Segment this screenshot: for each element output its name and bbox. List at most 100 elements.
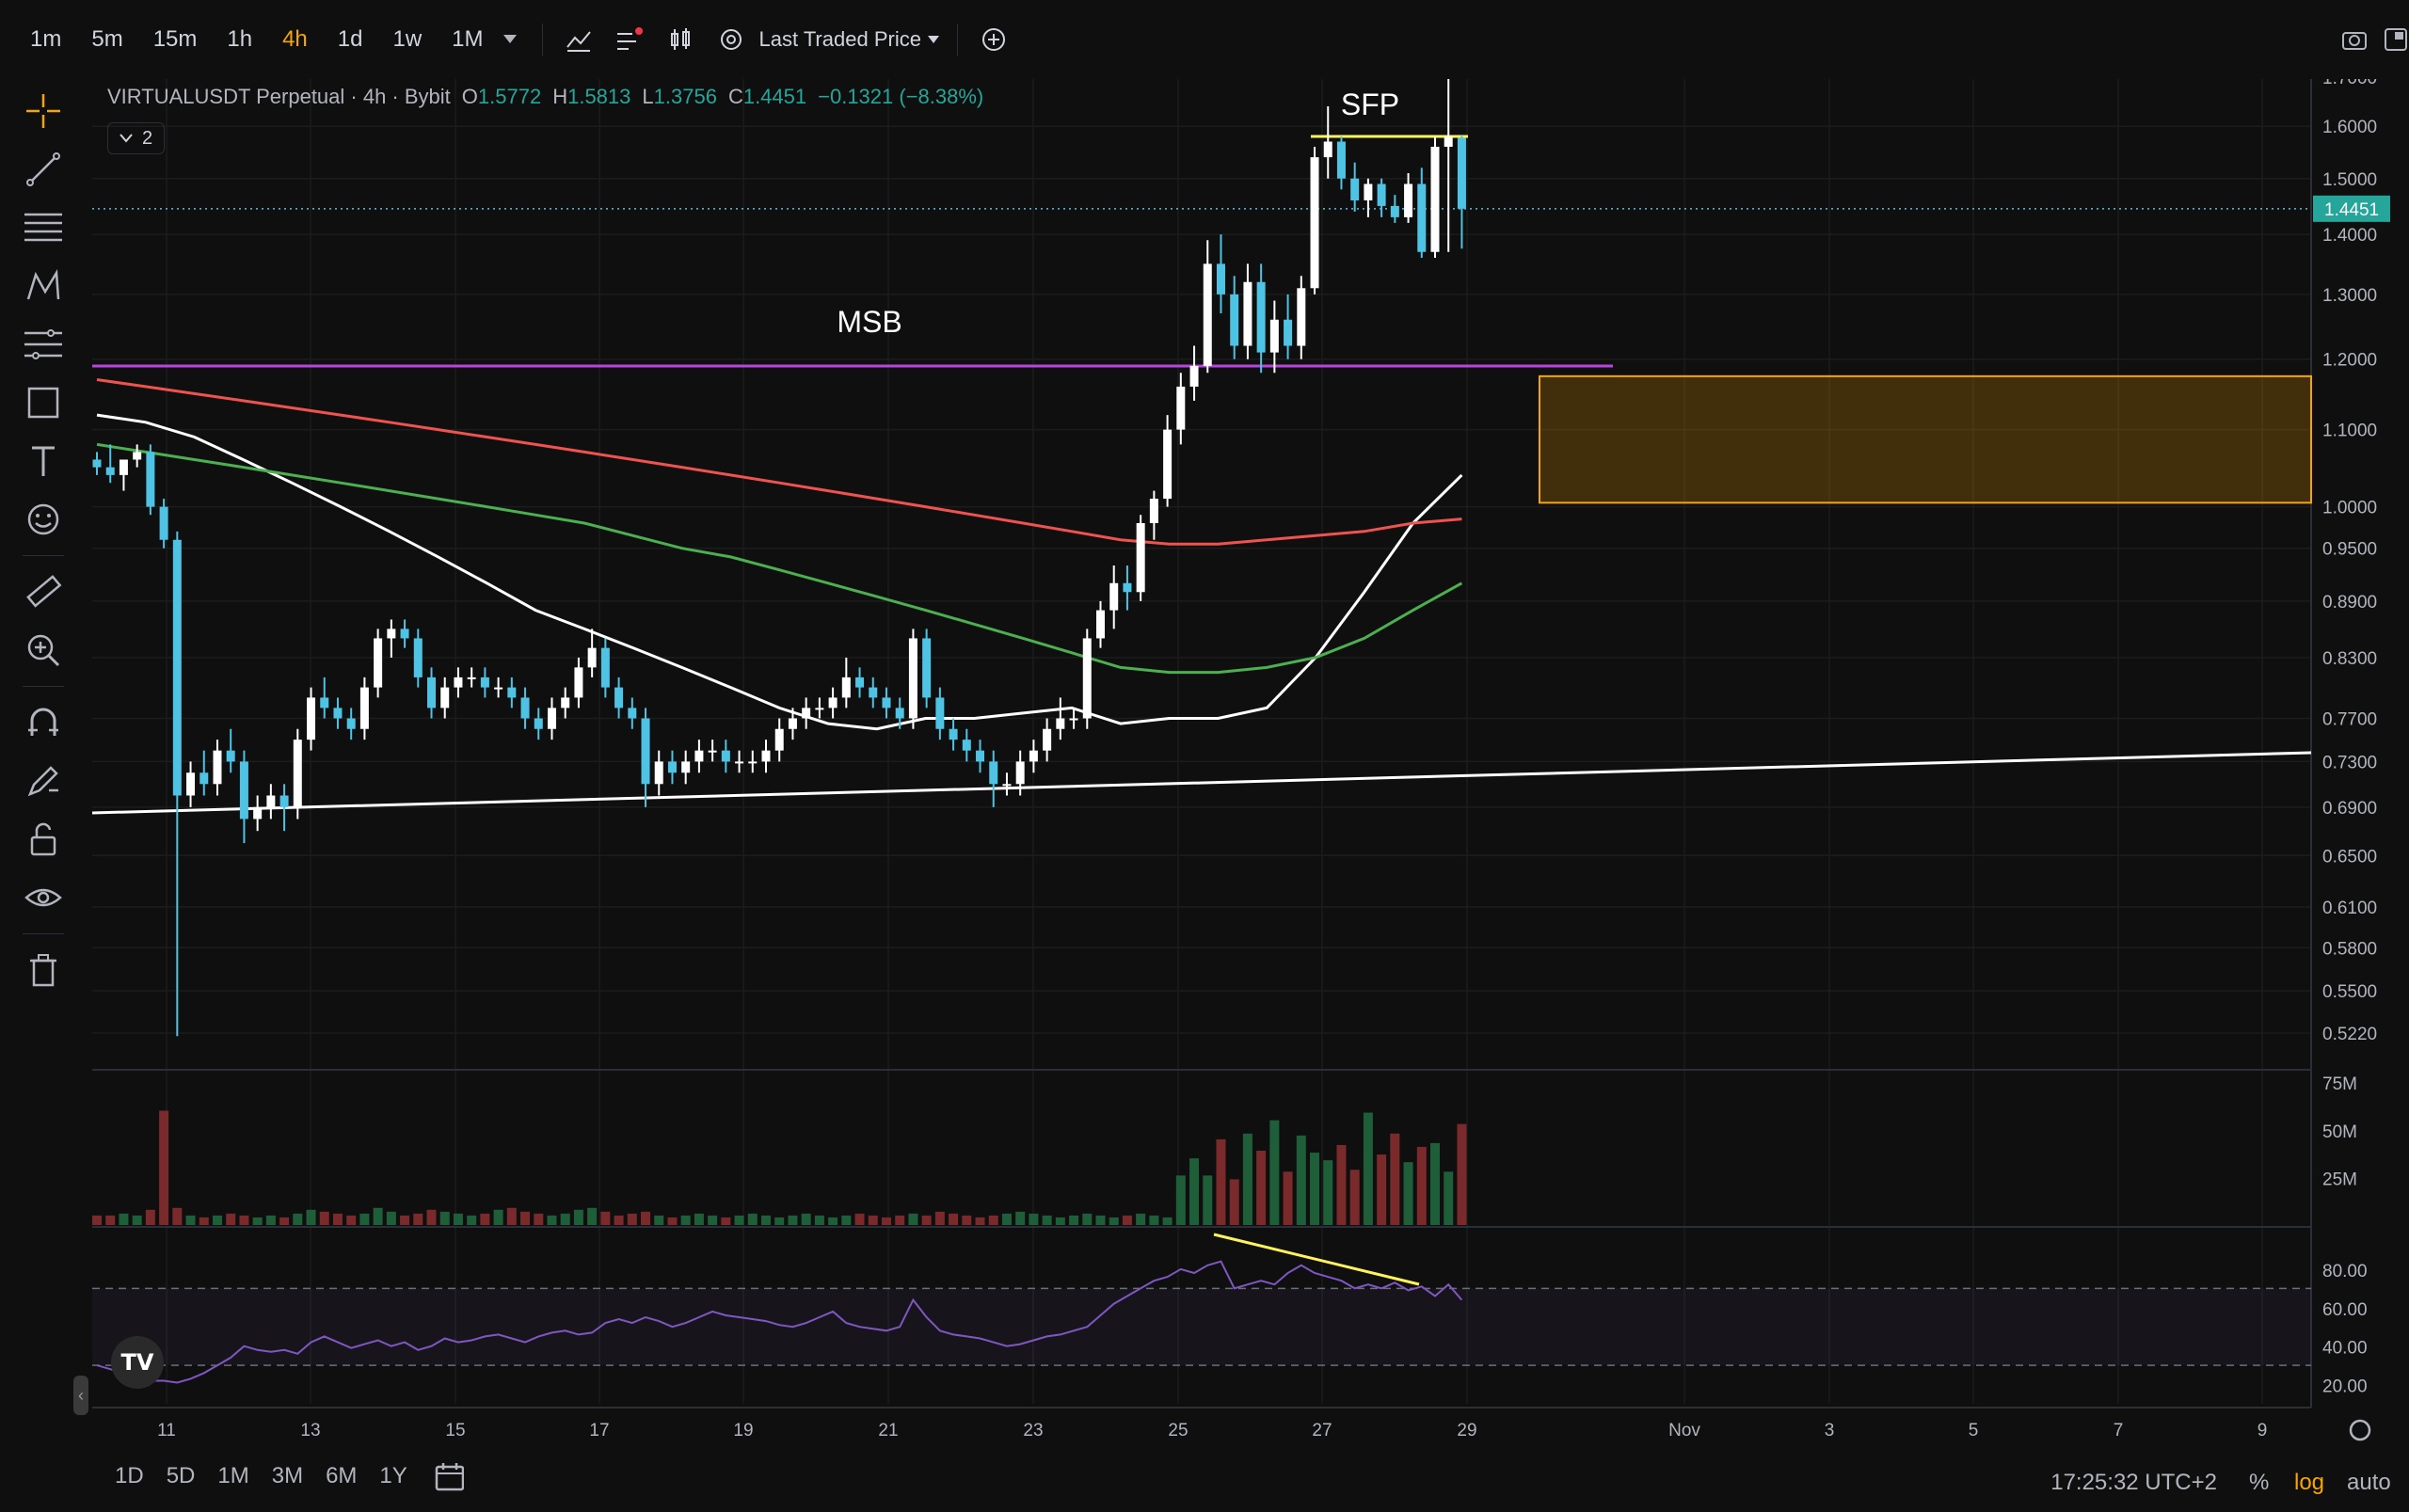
candle-body[interactable] (520, 697, 530, 719)
volume-bar[interactable] (934, 1211, 945, 1225)
candle-body[interactable] (667, 761, 677, 773)
candle-body[interactable] (159, 506, 168, 540)
chart-type-icon[interactable] (564, 24, 594, 55)
volume-bar[interactable] (306, 1209, 316, 1225)
timeframe-15m[interactable]: 15m (152, 26, 198, 52)
volume-bar[interactable] (319, 1211, 329, 1225)
volume-bar[interactable] (654, 1215, 664, 1225)
volume-bar[interactable] (1403, 1162, 1413, 1225)
candle-body[interactable] (869, 687, 878, 698)
rectangle-icon[interactable] (21, 380, 66, 425)
candle-body[interactable] (1243, 281, 1252, 346)
add-plus-icon[interactable] (979, 24, 1009, 55)
candle-body[interactable] (828, 697, 838, 708)
volume-bar[interactable] (1323, 1160, 1333, 1225)
volume-bar[interactable] (814, 1215, 824, 1225)
rsi-divergence-line[interactable] (1213, 1233, 1420, 1286)
volume-bar[interactable] (1082, 1213, 1093, 1225)
range-5D[interactable]: 5D (166, 1462, 196, 1488)
candle-body[interactable] (266, 795, 276, 807)
magnet-icon[interactable] (21, 700, 66, 745)
volume-bar[interactable] (680, 1215, 691, 1225)
candle-body[interactable] (494, 687, 503, 690)
candle-body[interactable] (105, 467, 115, 475)
range-1Y[interactable]: 1Y (379, 1462, 407, 1488)
volume-bar[interactable] (1162, 1217, 1173, 1225)
candle-body[interactable] (721, 750, 730, 762)
candle-body[interactable] (600, 647, 610, 688)
volume-bar[interactable] (520, 1211, 531, 1225)
range-3M[interactable]: 3M (271, 1462, 304, 1488)
volume-bar[interactable] (92, 1215, 102, 1225)
candle-body[interactable] (1043, 728, 1052, 751)
volume-bar[interactable] (413, 1213, 423, 1225)
volume-bar[interactable] (828, 1217, 838, 1225)
volume-bar[interactable] (975, 1217, 985, 1225)
volume-bar[interactable] (145, 1209, 155, 1225)
support-trendline[interactable] (91, 751, 2312, 815)
zoom-in-icon[interactable] (21, 628, 66, 673)
candle-body[interactable] (587, 647, 597, 668)
candle-body[interactable] (922, 638, 932, 698)
volume-bar[interactable] (1390, 1133, 1400, 1225)
candle-body[interactable] (962, 740, 971, 751)
volume-bar[interactable] (774, 1217, 785, 1225)
candle-body[interactable] (949, 728, 958, 740)
volume-bar[interactable] (627, 1213, 637, 1225)
candle-body[interactable] (146, 452, 155, 507)
candle-body[interactable] (681, 761, 691, 773)
volume-bar[interactable] (1189, 1158, 1200, 1225)
candle-body[interactable] (1069, 718, 1078, 721)
candle-body[interactable] (1297, 288, 1306, 346)
volume-bar[interactable] (119, 1213, 129, 1225)
candle-body[interactable] (735, 761, 744, 764)
candle-body[interactable] (226, 750, 235, 762)
candle-body[interactable] (1096, 610, 1105, 639)
range-1D[interactable]: 1D (115, 1462, 144, 1488)
volume-bar[interactable] (1001, 1213, 1012, 1225)
volume-bar[interactable] (1042, 1215, 1052, 1225)
candle-body[interactable] (359, 687, 369, 729)
volume-bar[interactable] (949, 1213, 959, 1225)
fullscreen-icon[interactable] (2381, 24, 2409, 55)
volume-bar[interactable] (1310, 1153, 1320, 1225)
candle-body[interactable] (1323, 141, 1332, 158)
volume-bar[interactable] (493, 1209, 503, 1225)
volume-bar[interactable] (534, 1213, 544, 1225)
candle-body[interactable] (989, 761, 998, 785)
volume-bar[interactable] (1377, 1154, 1387, 1225)
timeframe-1d[interactable]: 1d (337, 26, 363, 52)
candle-body[interactable] (561, 697, 570, 708)
volume-bar[interactable] (467, 1215, 477, 1225)
volume-bar[interactable] (988, 1215, 998, 1225)
candle-body[interactable] (307, 697, 316, 740)
fib-lines-icon[interactable] (21, 205, 66, 250)
volume-bar[interactable] (1069, 1215, 1079, 1225)
log-scale-toggle[interactable]: log (2294, 1470, 2325, 1495)
volume-bar[interactable] (279, 1217, 290, 1225)
candle-body[interactable] (387, 629, 396, 639)
candle-body[interactable] (1056, 718, 1065, 729)
candle-body[interactable] (253, 806, 263, 820)
volume-bar[interactable] (1349, 1170, 1360, 1225)
volume-bar[interactable] (252, 1217, 263, 1225)
volume-bar[interactable] (265, 1215, 276, 1225)
candle-body[interactable] (213, 750, 222, 785)
volume-bar[interactable] (694, 1213, 704, 1225)
candle-body[interactable] (708, 750, 717, 753)
candle-body[interactable] (774, 728, 784, 751)
volume-bar[interactable] (1444, 1171, 1454, 1225)
candle-body[interactable] (654, 761, 663, 785)
timeframe-4h[interactable]: 4h (282, 26, 308, 52)
timeframe-1h[interactable]: 1h (227, 26, 253, 52)
volume-bar[interactable] (841, 1215, 852, 1225)
range-1M[interactable]: 1M (217, 1462, 249, 1488)
volume-bar[interactable] (132, 1215, 142, 1225)
candle-body[interactable] (935, 697, 945, 729)
candle-body[interactable] (333, 708, 343, 719)
volume-bar[interactable] (386, 1211, 396, 1225)
candle-body[interactable] (976, 750, 985, 762)
candle-body[interactable] (1029, 750, 1038, 762)
volume-bar[interactable] (1269, 1120, 1280, 1225)
